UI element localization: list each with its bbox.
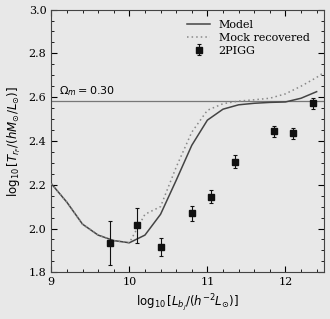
Mock recovered xyxy=(81,222,84,226)
Model xyxy=(174,178,178,182)
Mock recovered xyxy=(237,99,241,103)
Model xyxy=(143,233,147,237)
Y-axis label: $\log_{10}[T_{r_F}/(hM_{\odot}/L_{\odot})]$: $\log_{10}[T_{r_F}/(hM_{\odot}/L_{\odot}… xyxy=(6,85,23,197)
Text: $\Omega_m=0.30$: $\Omega_m=0.30$ xyxy=(59,84,115,98)
Model xyxy=(190,144,194,147)
Model xyxy=(127,241,131,245)
Model xyxy=(96,233,100,237)
Mock recovered xyxy=(143,212,147,216)
Mock recovered xyxy=(49,182,53,186)
Legend: Model, Mock recovered, 2PIGG: Model, Mock recovered, 2PIGG xyxy=(185,18,312,58)
Model xyxy=(252,101,256,105)
Mock recovered xyxy=(283,92,287,96)
Model xyxy=(221,107,225,111)
X-axis label: $\log_{10}[L_{b_J}/(h^{-2}L_{\odot})]$: $\log_{10}[L_{b_J}/(h^{-2}L_{\odot})]$ xyxy=(136,293,239,314)
Mock recovered xyxy=(159,205,163,209)
Model xyxy=(237,103,241,107)
Mock recovered xyxy=(322,70,326,74)
Model xyxy=(268,100,272,104)
Mock recovered xyxy=(205,108,209,112)
Mock recovered xyxy=(96,233,100,237)
Mock recovered xyxy=(268,96,272,100)
Mock recovered xyxy=(65,200,69,204)
Model xyxy=(112,239,116,242)
Model xyxy=(81,222,84,226)
Model xyxy=(49,182,53,186)
Mock recovered xyxy=(174,165,178,169)
Model xyxy=(299,96,303,100)
Model xyxy=(315,90,319,93)
Mock recovered xyxy=(190,130,194,134)
Model xyxy=(205,118,209,122)
Mock recovered xyxy=(299,84,303,88)
Line: Mock recovered: Mock recovered xyxy=(51,72,324,243)
Model xyxy=(159,212,163,216)
Mock recovered xyxy=(112,239,116,242)
Mock recovered xyxy=(252,98,256,102)
Line: Model: Model xyxy=(51,92,317,243)
Mock recovered xyxy=(127,241,131,245)
Model xyxy=(65,200,69,204)
Mock recovered xyxy=(315,76,319,79)
Mock recovered xyxy=(221,102,225,106)
Model xyxy=(283,100,287,104)
